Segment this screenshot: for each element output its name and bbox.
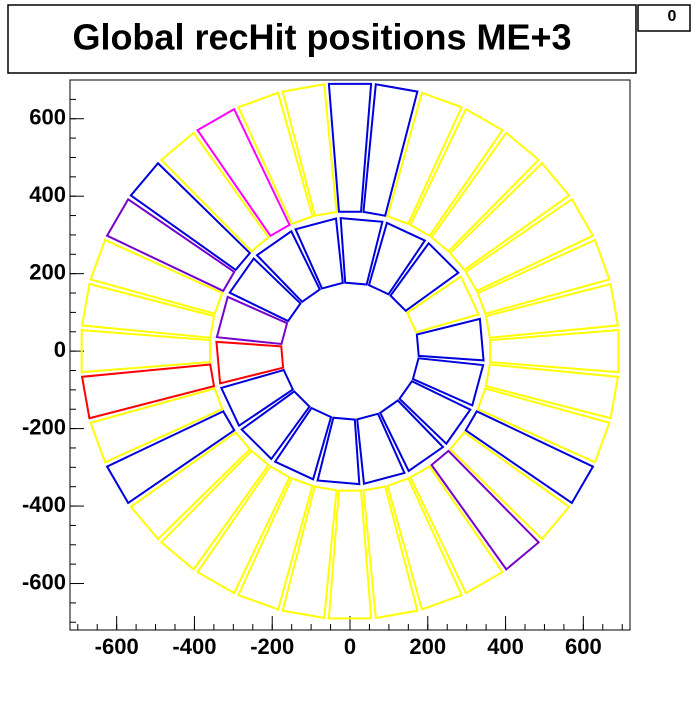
chamber	[281, 485, 338, 620]
x-tick-label: 200	[409, 634, 446, 659]
x-tick-label: -200	[250, 634, 294, 659]
chamber	[356, 412, 406, 485]
stats-label: 0	[668, 8, 677, 25]
title-box	[7, 4, 637, 74]
chamber	[215, 340, 285, 385]
chamber	[255, 229, 322, 304]
chamber	[196, 465, 291, 595]
chamber	[430, 449, 541, 571]
x-tick-label: -400	[172, 634, 216, 659]
chamber	[489, 329, 620, 374]
x-tick-label: -600	[95, 634, 139, 659]
chamber	[219, 368, 295, 428]
chamber	[327, 489, 373, 620]
chamber	[105, 410, 236, 505]
chamber	[237, 91, 314, 226]
chamber	[80, 282, 216, 339]
chamber	[389, 241, 460, 313]
chamber	[411, 357, 485, 407]
chart-title: Global recHit positions ME+3	[72, 17, 571, 58]
y-tick-label: -200	[22, 414, 66, 439]
chamber	[367, 221, 427, 296]
chamber	[281, 83, 338, 217]
chamber	[484, 282, 620, 339]
chamber	[89, 387, 224, 464]
y-tick-label: 400	[29, 182, 66, 207]
chamber	[476, 238, 611, 315]
chamber	[398, 379, 472, 446]
chamber	[237, 477, 314, 611]
chamber	[240, 390, 311, 461]
chamber	[159, 449, 270, 571]
chamber	[339, 217, 384, 286]
y-tick-label: -400	[22, 492, 66, 517]
chamber	[448, 161, 571, 272]
chamber	[80, 363, 216, 420]
chamber	[362, 83, 419, 217]
chamber	[405, 275, 481, 334]
plot-frame	[69, 79, 631, 631]
y-tick-label: 600	[29, 105, 66, 130]
chamber	[80, 329, 211, 374]
chamber	[129, 161, 252, 272]
y-tick-label: 0	[54, 337, 66, 362]
chamber	[362, 485, 419, 620]
chamber	[386, 91, 463, 226]
chamber	[327, 82, 373, 213]
chamber	[228, 256, 302, 323]
chamber	[378, 399, 445, 473]
chamber	[294, 217, 344, 290]
chamber	[273, 406, 333, 481]
chamber	[386, 477, 463, 611]
chamber	[105, 197, 236, 293]
chamber	[89, 238, 224, 315]
chamber	[430, 131, 541, 253]
chamber	[409, 465, 504, 595]
chamber	[464, 197, 595, 293]
chamber	[196, 107, 291, 238]
chamber	[409, 107, 504, 238]
x-tick-label: 400	[487, 634, 524, 659]
chamber	[129, 430, 252, 541]
x-tick-label: 0	[344, 634, 356, 659]
chamber	[415, 317, 485, 362]
stats-box	[637, 4, 691, 32]
chamber	[448, 430, 571, 541]
chamber	[476, 387, 611, 464]
chamber	[215, 295, 289, 346]
y-tick-label: -600	[22, 569, 66, 594]
chamber	[464, 410, 595, 505]
x-tick-label: 600	[565, 634, 602, 659]
y-tick-label: 200	[29, 259, 66, 284]
chamber	[159, 131, 270, 253]
chamber	[316, 416, 361, 486]
chamber	[484, 363, 620, 420]
